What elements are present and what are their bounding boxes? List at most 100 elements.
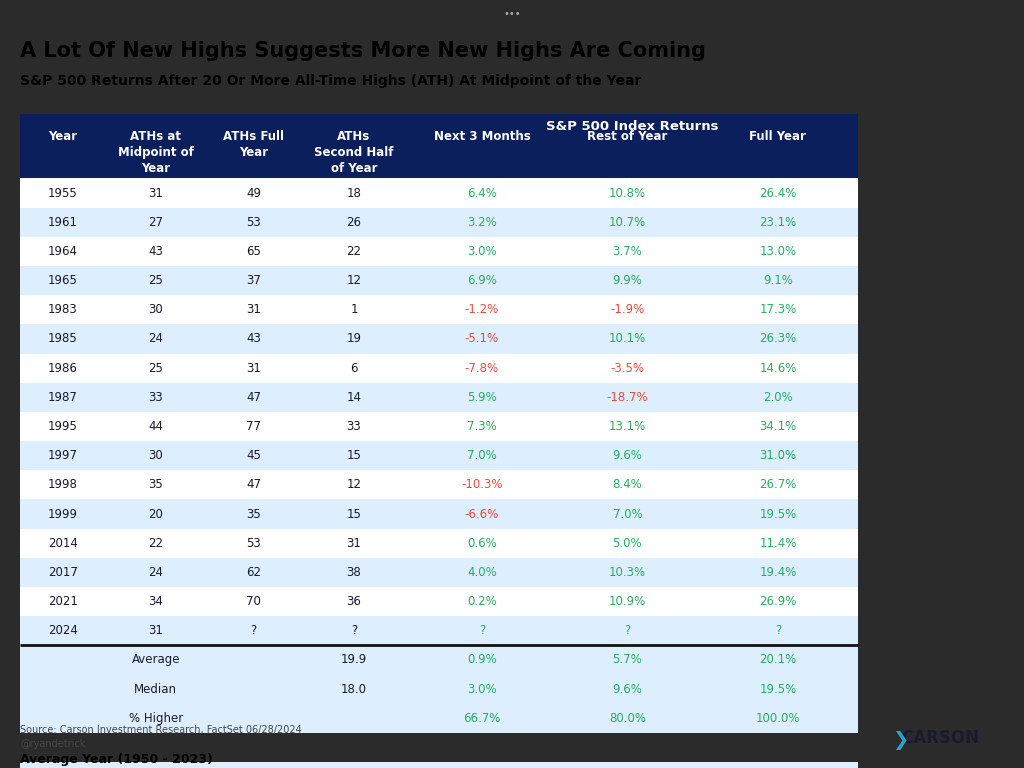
Text: 30: 30: [148, 449, 163, 462]
Text: 1955: 1955: [48, 187, 78, 200]
Text: 10.3%: 10.3%: [609, 566, 646, 579]
Text: 43: 43: [246, 333, 261, 346]
Text: Average: Average: [131, 654, 180, 667]
Text: 24: 24: [148, 566, 163, 579]
Text: 31: 31: [346, 537, 361, 550]
Text: -3.5%: -3.5%: [610, 362, 644, 375]
Text: 5.0%: 5.0%: [612, 537, 642, 550]
Text: 9.1%: 9.1%: [763, 274, 793, 287]
Text: 43: 43: [148, 245, 163, 258]
Text: -1.9%: -1.9%: [610, 303, 644, 316]
Text: 13.0%: 13.0%: [760, 245, 797, 258]
Bar: [20, 441, 858, 470]
Text: 18.0: 18.0: [341, 683, 367, 696]
Text: 6.9%: 6.9%: [467, 274, 497, 287]
Text: 18: 18: [346, 187, 361, 200]
Bar: [20, 558, 858, 587]
Text: 3.0%: 3.0%: [467, 683, 497, 696]
Text: 15: 15: [346, 508, 361, 521]
Bar: [20, 528, 858, 558]
Text: 19.5%: 19.5%: [760, 508, 797, 521]
Text: 65: 65: [246, 245, 261, 258]
Text: 33: 33: [346, 420, 361, 433]
Text: 7.3%: 7.3%: [467, 420, 497, 433]
Text: 33: 33: [148, 391, 163, 404]
Bar: [20, 412, 858, 441]
Text: 14.6%: 14.6%: [759, 362, 797, 375]
Text: 19.5%: 19.5%: [760, 683, 797, 696]
Text: 1964: 1964: [48, 245, 78, 258]
Text: 1: 1: [350, 303, 357, 316]
Text: 25: 25: [148, 274, 163, 287]
Text: 10.8%: 10.8%: [609, 187, 646, 200]
Text: 10.9%: 10.9%: [609, 595, 646, 608]
Text: -18.7%: -18.7%: [606, 391, 648, 404]
Text: 47: 47: [246, 478, 261, 492]
Text: 37: 37: [246, 274, 261, 287]
Text: ?: ?: [479, 624, 485, 637]
Text: ATHs at
Midpoint of
Year: ATHs at Midpoint of Year: [118, 131, 194, 175]
Text: 12: 12: [346, 274, 361, 287]
Text: 5.9%: 5.9%: [467, 391, 497, 404]
Text: 38: 38: [346, 566, 361, 579]
Text: 45: 45: [246, 449, 261, 462]
Text: Full Year: Full Year: [750, 131, 806, 144]
Text: ATHs
Second Half
of Year: ATHs Second Half of Year: [314, 131, 393, 175]
Text: 19.4%: 19.4%: [759, 566, 797, 579]
Bar: [20, 616, 858, 645]
Text: 23.1%: 23.1%: [760, 216, 797, 229]
Text: 6: 6: [350, 362, 357, 375]
Text: 26.7%: 26.7%: [759, 478, 797, 492]
Text: 8.4%: 8.4%: [612, 478, 642, 492]
Bar: [20, 207, 858, 237]
Text: 4.0%: 4.0%: [467, 566, 497, 579]
Text: -10.3%: -10.3%: [461, 478, 503, 492]
Text: 19: 19: [346, 333, 361, 346]
Text: 26: 26: [346, 216, 361, 229]
Text: 1985: 1985: [48, 333, 78, 346]
Text: 47: 47: [246, 391, 261, 404]
Text: 20: 20: [148, 508, 163, 521]
Text: 53: 53: [246, 216, 261, 229]
Text: 2014: 2014: [48, 537, 78, 550]
Text: 13.1%: 13.1%: [609, 420, 646, 433]
Text: 25: 25: [148, 362, 163, 375]
Text: 36: 36: [346, 595, 361, 608]
Text: ATHs Full
Year: ATHs Full Year: [223, 131, 284, 159]
Text: 1987: 1987: [48, 391, 78, 404]
Text: 7.0%: 7.0%: [612, 508, 642, 521]
Text: 6.4%: 6.4%: [467, 187, 497, 200]
Text: 26.9%: 26.9%: [759, 595, 797, 608]
Bar: [20, 178, 858, 207]
Bar: [20, 266, 858, 295]
Text: 17.3%: 17.3%: [760, 303, 797, 316]
Text: 9.6%: 9.6%: [612, 449, 642, 462]
Text: •••: •••: [503, 9, 521, 19]
Text: ❯: ❯: [892, 731, 908, 750]
Text: 34: 34: [148, 595, 163, 608]
Text: Source: Carson Investment Research, FactSet 06/28/2024
@ryandetrick: Source: Carson Investment Research, Fact…: [20, 725, 302, 749]
Text: 1997: 1997: [48, 449, 78, 462]
Text: -6.6%: -6.6%: [465, 508, 499, 521]
Text: 10.1%: 10.1%: [609, 333, 646, 346]
Text: 1965: 1965: [48, 274, 78, 287]
Text: 22: 22: [148, 537, 163, 550]
Text: ?: ?: [775, 624, 781, 637]
Text: 1995: 1995: [48, 420, 78, 433]
Bar: [20, 237, 858, 266]
Text: 49: 49: [246, 187, 261, 200]
Text: 12: 12: [346, 478, 361, 492]
Text: 20.1%: 20.1%: [760, 654, 797, 667]
Bar: [20, 470, 858, 499]
Bar: [20, 674, 858, 703]
Text: -7.8%: -7.8%: [465, 362, 499, 375]
Text: 11.4%: 11.4%: [759, 537, 797, 550]
Text: -1.2%: -1.2%: [465, 303, 499, 316]
Text: 10.7%: 10.7%: [609, 216, 646, 229]
Text: 27: 27: [148, 216, 163, 229]
Text: 9.6%: 9.6%: [612, 683, 642, 696]
Text: 2017: 2017: [48, 566, 78, 579]
Text: 0.2%: 0.2%: [467, 595, 497, 608]
Text: 31: 31: [246, 303, 261, 316]
Text: -5.1%: -5.1%: [465, 333, 499, 346]
